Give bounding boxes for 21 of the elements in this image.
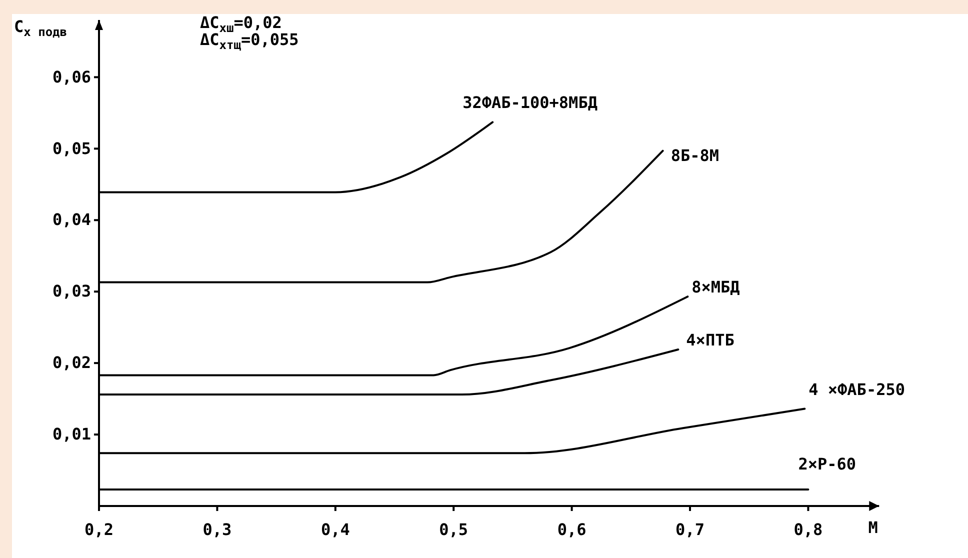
series-label: 4 ×ФАБ-250 bbox=[808, 380, 905, 399]
x-tick-label: 0,3 bbox=[202, 520, 232, 539]
x-tick-label: 0,6 bbox=[557, 520, 586, 539]
series-label: 8×МБД bbox=[692, 278, 740, 297]
x-tick-label: 0,4 bbox=[320, 520, 350, 539]
series-label: 2×Р-60 bbox=[798, 454, 856, 474]
y-tick-label: 0,02 bbox=[52, 353, 91, 372]
x-tick-label: 0,5 bbox=[439, 520, 468, 539]
x-axis-title: M bbox=[868, 518, 878, 537]
x-tick-label: 0,8 bbox=[794, 520, 823, 539]
y-tick-label: 0,03 bbox=[52, 282, 91, 301]
series-label: 4×ПТБ bbox=[686, 330, 734, 350]
y-tick-label: 0,05 bbox=[52, 138, 91, 158]
y-tick-label: 0,04 bbox=[52, 210, 91, 230]
y-axis-title: C$_{x подв}$ bbox=[14, 17, 67, 39]
series-label: 32ФАБ-100+8МБД bbox=[462, 93, 598, 112]
x-tick-label: 0,7 bbox=[676, 520, 704, 539]
series-label: 8Б-8М bbox=[670, 146, 719, 165]
x-tick-label: 0,2 bbox=[84, 520, 114, 539]
y-tick-label: 0,06 bbox=[52, 67, 91, 86]
y-tick-label: 0,01 bbox=[52, 424, 91, 444]
